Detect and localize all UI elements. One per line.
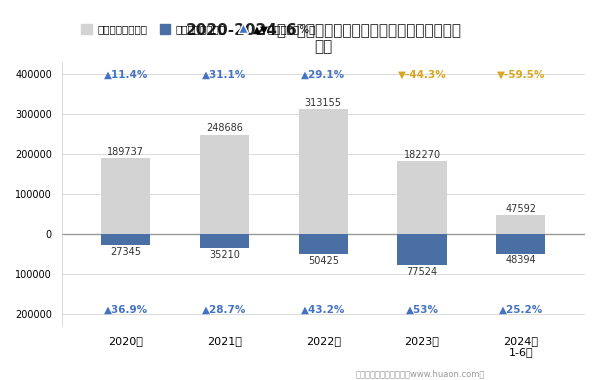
Bar (101, 234, 151, 245)
Text: ▲53%: ▲53% (406, 305, 439, 315)
Text: ▲43.2%: ▲43.2% (301, 305, 346, 315)
Text: ▼-59.5%: ▼-59.5% (497, 70, 545, 79)
Bar (496, 215, 545, 234)
Text: 189737: 189737 (107, 147, 144, 157)
Text: ▼-44.3%: ▼-44.3% (398, 70, 446, 79)
Bar (299, 109, 348, 234)
Bar (397, 234, 447, 265)
Bar (397, 162, 447, 234)
Text: 313155: 313155 (305, 98, 342, 108)
Text: 248686: 248686 (206, 123, 243, 133)
Bar (496, 234, 545, 253)
Text: 制图：华经产业研究院（www.huaon.com）: 制图：华经产业研究院（www.huaon.com） (355, 369, 485, 378)
Text: 50425: 50425 (308, 256, 339, 266)
Text: ▲28.7%: ▲28.7% (202, 305, 247, 315)
Text: ▲31.1%: ▲31.1% (202, 70, 247, 79)
Text: 48394: 48394 (505, 255, 536, 265)
Text: 27345: 27345 (110, 247, 141, 257)
Bar (101, 158, 151, 234)
Text: ▲36.9%: ▲36.9% (104, 305, 148, 315)
Text: 47592: 47592 (505, 204, 536, 214)
Text: ▲29.1%: ▲29.1% (301, 70, 346, 79)
Title: 2020-2024年6月常德市商品收发货人所在地进、出口额
统计: 2020-2024年6月常德市商品收发货人所在地进、出口额 统计 (185, 22, 461, 54)
Text: 35210: 35210 (209, 250, 240, 260)
Bar (200, 135, 249, 234)
Bar (200, 234, 249, 248)
Text: ▲11.4%: ▲11.4% (104, 70, 148, 79)
Text: ▲25.2%: ▲25.2% (499, 305, 543, 315)
Text: 77524: 77524 (406, 267, 437, 277)
Legend: 出口额（万美元）, 进口额（万美元）, ▲▼同比增长（%）: 出口额（万美元）, 进口额（万美元）, ▲▼同比增长（%） (77, 20, 321, 39)
Bar (299, 234, 348, 254)
Text: 182270: 182270 (403, 150, 440, 160)
